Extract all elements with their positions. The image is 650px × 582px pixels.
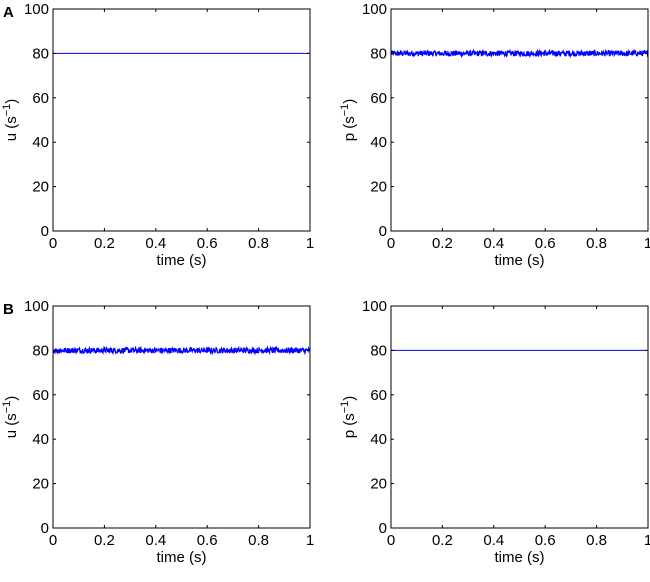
y-tick-label: 80 (370, 45, 387, 62)
x-axis-label: time (s) (495, 252, 545, 269)
x-axis-label: time (s) (157, 252, 207, 269)
x-tick-label: 1 (644, 532, 650, 549)
panel-2: 0 0.2 0.4 0.6 0.8 1 0 20 40 60 80 100 time (s) p (s−1… (339, 1, 650, 269)
y-axis-label: u (s−1) (1, 396, 20, 439)
x-tick-label: 0.8 (586, 235, 607, 252)
x-tick-label: 1 (644, 235, 650, 252)
y-axis-label: p (s−1) (339, 396, 358, 439)
x-tick-label: 0.8 (248, 235, 269, 252)
y-tick-label: 60 (370, 90, 387, 107)
panel-4: 0 0.2 0.4 0.6 0.8 1 0 20 40 60 80 100 time (s) p (s−1… (339, 298, 650, 566)
x-tick-label: 0.4 (483, 532, 504, 549)
x-tick-label: 0.2 (432, 532, 453, 549)
y-tick-label: 80 (32, 45, 49, 62)
x-tick-label: 0.4 (483, 235, 504, 252)
axes-box (390, 305, 649, 529)
y-tick-label: 100 (362, 1, 387, 18)
series-trace (52, 345, 311, 356)
x-tick-label: 0.8 (586, 532, 607, 549)
x-tick-label: 0 (49, 235, 57, 252)
series-line (52, 345, 311, 356)
x-tick-label: 0.4 (145, 532, 166, 549)
axes-box (52, 305, 311, 529)
x-tick-label: 0.6 (535, 532, 556, 549)
y-tick-label: 100 (362, 298, 387, 315)
y-tick-label: 40 (32, 431, 49, 448)
series-line (390, 48, 649, 59)
x-tick-label: 0.2 (94, 235, 115, 252)
y-tick-label: 20 (370, 476, 387, 493)
y-tick-label: 80 (32, 342, 49, 359)
x-axis-label: time (s) (157, 549, 207, 566)
axes-box (390, 8, 649, 232)
x-tick-label: 0.6 (535, 235, 556, 252)
y-tick-label: 100 (24, 1, 49, 18)
x-tick-label: 0.4 (145, 235, 166, 252)
panel-1: 0 0.2 0.4 0.6 0.8 1 0 20 40 60 80 100 time (s) u (s−1… (1, 1, 314, 269)
x-tick-label: 0.6 (197, 235, 218, 252)
y-tick-label: 100 (24, 298, 49, 315)
y-tick-label: 40 (370, 431, 387, 448)
series-trace (390, 48, 649, 59)
x-tick-label: 1 (306, 235, 314, 252)
y-tick-label: 60 (370, 387, 387, 404)
axes-box (52, 8, 311, 232)
y-axis-label: p (s−1) (339, 99, 358, 142)
y-tick-label: 0 (379, 223, 387, 240)
panel-letter: B (3, 301, 14, 318)
x-tick-label: 0 (387, 532, 395, 549)
panel-letter: A (3, 4, 14, 21)
y-tick-label: 40 (32, 134, 49, 151)
x-tick-label: 0 (49, 532, 57, 549)
y-tick-label: 0 (41, 520, 49, 537)
x-axis-label: time (s) (495, 549, 545, 566)
x-tick-label: 0.6 (197, 532, 218, 549)
x-tick-label: 1 (306, 532, 314, 549)
y-tick-label: 0 (41, 223, 49, 240)
y-tick-label: 40 (370, 134, 387, 151)
x-tick-label: 0 (387, 235, 395, 252)
y-tick-label: 60 (32, 387, 49, 404)
y-tick-label: 20 (370, 179, 387, 196)
y-tick-label: 80 (370, 342, 387, 359)
y-tick-label: 20 (32, 476, 49, 493)
x-tick-label: 0.2 (432, 235, 453, 252)
y-tick-label: 60 (32, 90, 49, 107)
panel-3: 0 0.2 0.4 0.6 0.8 1 0 20 40 60 80 100 time (s) u (s−1… (1, 298, 314, 566)
y-axis-label: u (s−1) (1, 99, 20, 142)
y-tick-label: 0 (379, 520, 387, 537)
x-tick-label: 0.2 (94, 532, 115, 549)
y-tick-label: 20 (32, 179, 49, 196)
x-tick-label: 0.8 (248, 532, 269, 549)
